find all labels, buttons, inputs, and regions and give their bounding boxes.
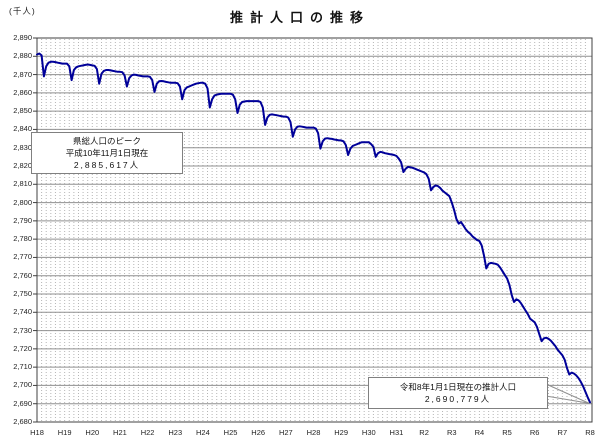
y-axis-tick-label: 2,740 bbox=[13, 307, 32, 317]
annotation-peak-line1: 県総人口のピーク bbox=[72, 136, 141, 146]
y-axis-tick-label: 2,800 bbox=[13, 197, 32, 207]
y-axis-tick-label: 2,700 bbox=[13, 380, 32, 390]
y-axis-tick-label: 2,860 bbox=[13, 87, 32, 97]
y-axis-tick-label: 2,880 bbox=[13, 51, 32, 61]
x-axis-tick-label: R4 bbox=[474, 428, 485, 437]
chart-title: 推計人口の推移 bbox=[229, 10, 370, 25]
annotation-latest-value: 2,690,779人 bbox=[424, 394, 492, 404]
y-axis-tick-label: 2,890 bbox=[13, 33, 32, 42]
x-axis-tick-label: H20 bbox=[85, 428, 100, 437]
y-axis-tick-label: 2,680 bbox=[13, 417, 32, 426]
annotation-latest-line1: 令和8年1月1日現在の推計人口 bbox=[399, 381, 517, 392]
x-axis-tick-label: H26 bbox=[251, 428, 266, 437]
x-axis-tick-label: H23 bbox=[168, 428, 183, 437]
x-axis-tick-label: H18 bbox=[30, 428, 44, 437]
x-axis-tick-label: H31 bbox=[389, 428, 404, 437]
x-axis-tick-label: R3 bbox=[446, 428, 457, 437]
annotation-peak-value: 2,885,617人 bbox=[73, 160, 141, 170]
y-axis-tick-label: 2,770 bbox=[13, 252, 32, 262]
x-axis-tick-label: H25 bbox=[223, 428, 238, 437]
x-axis-tick-label: H21 bbox=[113, 428, 127, 437]
x-axis-tick-label: H28 bbox=[306, 428, 321, 437]
y-axis-unit-label: (千人) bbox=[9, 6, 36, 16]
y-axis-tick-label: 2,790 bbox=[13, 215, 32, 225]
x-axis-tick-label: H24 bbox=[196, 428, 210, 437]
y-axis-tick-label: 2,830 bbox=[13, 142, 32, 152]
y-axis-tick-label: 2,850 bbox=[13, 106, 32, 116]
annotation-leader-line bbox=[545, 395, 590, 404]
y-axis-tick-label: 2,690 bbox=[13, 398, 32, 408]
x-axis-tick-label: R5 bbox=[502, 428, 512, 437]
y-axis-tick-label: 2,710 bbox=[13, 362, 32, 372]
y-axis-tick-label: 2,750 bbox=[13, 289, 32, 298]
x-axis-tick-label: R8 bbox=[585, 428, 595, 437]
annotation-peak-line2: 平成10年11月1日現在 bbox=[65, 148, 149, 158]
annotation-leader-line bbox=[545, 383, 590, 404]
y-axis-tick-label: 2,870 bbox=[13, 69, 32, 79]
y-axis-tick-label: 2,730 bbox=[13, 325, 32, 335]
y-axis-tick-label: 2,720 bbox=[13, 343, 32, 353]
y-axis-tick-label: 2,810 bbox=[13, 179, 32, 189]
x-axis-tick-label: H22 bbox=[140, 428, 155, 437]
annotation-latest-estimate: 令和8年1月1日現在の推計人口 2,690,779人 bbox=[368, 377, 548, 409]
y-axis-tick-label: 2,780 bbox=[13, 234, 32, 244]
y-axis-tick-label: 2,820 bbox=[13, 161, 32, 170]
x-axis-tick-label: H29 bbox=[334, 428, 349, 437]
plot-frame bbox=[36, 37, 593, 423]
y-axis-tick-label: 2,840 bbox=[13, 124, 32, 134]
x-axis-tick-label: R6 bbox=[529, 428, 540, 437]
x-axis-tick-label: H19 bbox=[57, 428, 72, 437]
x-axis-tick-label: H27 bbox=[278, 428, 293, 437]
y-axis-tick-label: 2,760 bbox=[13, 270, 32, 280]
x-axis-tick-label: R2 bbox=[419, 428, 429, 437]
x-axis-tick-label: R7 bbox=[557, 428, 568, 437]
x-axis-tick-label: H30 bbox=[361, 428, 376, 437]
estimated-population-series-line bbox=[36, 52, 591, 404]
annotation-peak-population: 県総人口のピーク 平成10年11月1日現在 2,885,617人 bbox=[31, 132, 183, 174]
